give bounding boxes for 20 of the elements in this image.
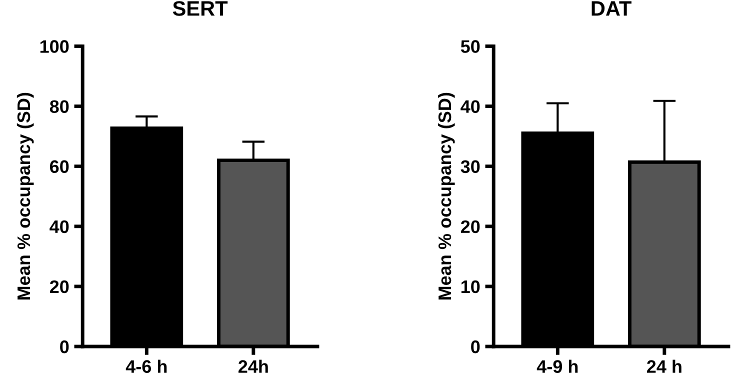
y-tick-label: 40	[460, 100, 480, 113]
y-tick-label: 40	[50, 220, 69, 234]
chart-title: DAT	[592, 1, 632, 16]
y-axis-title: Mean % occupancy (SD)	[438, 92, 455, 300]
x-tick-label: 24 h	[646, 360, 682, 373]
x-tick-label: 4-9 h	[536, 360, 578, 373]
x-tick-label: 4-6 h	[126, 360, 167, 373]
y-tick-label: 20	[460, 220, 480, 234]
y-axis-title: Mean % occupancy (SD)	[16, 92, 34, 300]
y-tick-label: 20	[50, 280, 69, 294]
y-tick-label: 80	[50, 100, 69, 113]
y-tick-label: 50	[460, 40, 480, 53]
y-tick-label: 30	[460, 160, 480, 174]
chart-title: SERT	[172, 1, 228, 16]
y-tick-label: 10	[461, 280, 480, 294]
y-tick-label: 100	[40, 40, 69, 53]
y-tick-label: 0	[471, 340, 480, 354]
y-tick-label: 60	[50, 160, 69, 174]
y-tick-label: 0	[60, 340, 69, 354]
x-tick-label: 24h	[238, 360, 268, 373]
